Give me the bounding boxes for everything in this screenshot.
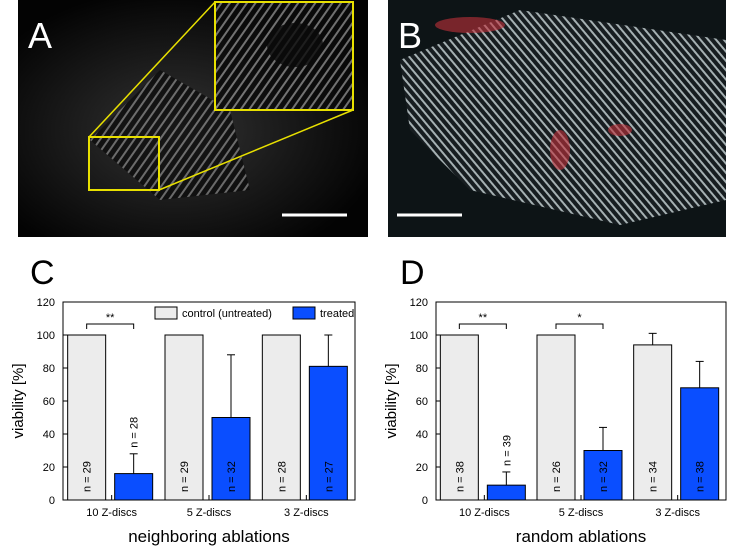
significance-bracket (555, 323, 604, 329)
y-tick-label: 100 (410, 330, 428, 342)
n-label: n = 39 (501, 435, 513, 466)
legend-swatch (292, 306, 316, 320)
bar (633, 344, 673, 501)
bar (439, 334, 479, 501)
y-tick-label: 60 (416, 396, 428, 408)
n-label: n = 32 (598, 461, 610, 492)
plot-frame (435, 301, 727, 501)
y-tick-label: 80 (43, 363, 55, 375)
n-label: n = 26 (551, 461, 563, 492)
y-tick-label: 20 (416, 462, 428, 474)
significance-bracket (86, 323, 135, 329)
x-axis-label: neighboring ablations (128, 527, 290, 546)
n-label: n = 28 (276, 461, 288, 492)
legend-label: treated (320, 308, 354, 320)
y-tick-label: 120 (37, 297, 55, 309)
panel-label: C (30, 254, 55, 292)
image-b: B (388, 0, 726, 237)
n-label: n = 38 (695, 461, 707, 492)
y-tick-label: 60 (43, 396, 55, 408)
y-axis-label: viability [%] (383, 363, 400, 438)
image-a: A (18, 0, 368, 237)
x-tick-label: 3 Z-discs (284, 507, 329, 519)
bar (164, 334, 204, 501)
bar (211, 417, 251, 501)
y-tick-label: 100 (37, 330, 55, 342)
significance-bracket (458, 323, 507, 329)
x-tick-label: 3 Z-discs (655, 507, 700, 519)
bar (67, 334, 107, 501)
significance-label: * (577, 312, 582, 324)
y-tick-label: 0 (422, 495, 428, 507)
n-label: n = 27 (323, 461, 335, 492)
n-label: n = 32 (226, 461, 238, 492)
n-label: n = 28 (129, 417, 141, 448)
bar (308, 365, 348, 501)
y-tick-label: 120 (410, 297, 428, 309)
n-label: n = 38 (454, 461, 466, 492)
plot-frame (62, 301, 356, 501)
y-tick-label: 40 (43, 429, 55, 441)
x-tick-label: 10 Z-discs (86, 507, 137, 519)
x-axis-label: random ablations (516, 527, 646, 546)
y-axis-label: viability [%] (10, 363, 27, 438)
bar (583, 450, 623, 501)
n-label: n = 29 (82, 461, 94, 492)
bar (536, 334, 576, 501)
bar (114, 473, 154, 501)
significance-label: ** (106, 312, 115, 324)
y-tick-label: 40 (416, 429, 428, 441)
x-tick-label: 10 Z-discs (459, 507, 510, 519)
significance-label: ** (479, 312, 488, 324)
n-label: n = 29 (179, 461, 191, 492)
panel-label: D (400, 254, 425, 292)
y-tick-label: 20 (43, 462, 55, 474)
y-tick-label: 0 (49, 495, 55, 507)
panel-label: A (28, 15, 52, 56)
legend-label: control (untreated) (182, 308, 272, 320)
x-tick-label: 5 Z-discs (559, 507, 604, 519)
y-tick-label: 80 (416, 363, 428, 375)
bar (486, 484, 526, 501)
x-tick-label: 5 Z-discs (187, 507, 232, 519)
panel-label: B (398, 15, 422, 56)
legend-swatch (154, 306, 178, 320)
n-label: n = 34 (648, 461, 660, 492)
